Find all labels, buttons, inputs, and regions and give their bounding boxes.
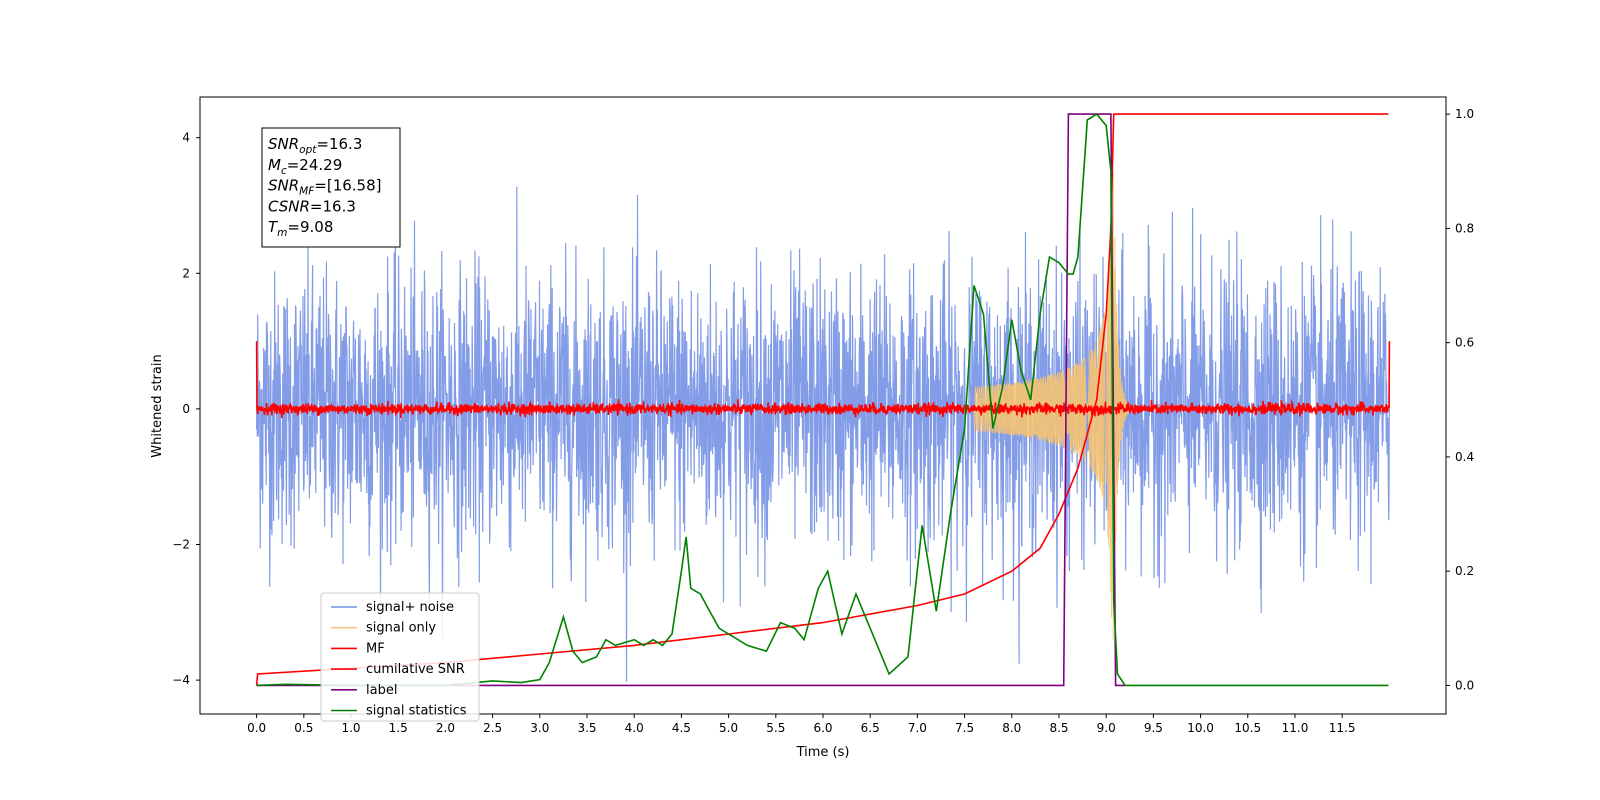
y-tick-label: −4 <box>172 673 190 687</box>
series-mf <box>255 341 1391 419</box>
annotation-line: Tm=9.08 <box>268 218 333 239</box>
x-axis-label: Time (s) <box>796 745 850 760</box>
x-tick-label: 9.0 <box>1097 721 1116 735</box>
x-axis: 0.0 0.5 1.0 1.5 2.0 2.5 3.0 3.5 4.0 4.5 5.0 5.5 6.0 6… <box>247 714 1356 735</box>
annotation-line: SNRopt=16.3 <box>268 135 362 156</box>
series-label <box>256 113 1126 687</box>
x-tick-label: 4.5 <box>672 721 691 735</box>
x-tick-label: 1.0 <box>341 721 360 735</box>
x-tick-label: 8.5 <box>1049 721 1068 735</box>
y-tick-label: 2 <box>182 266 190 280</box>
stats-annotation-box: SNRopt=16.3Mc=24.29SNRMF=[16.58]CSNR=16.… <box>261 127 401 248</box>
x-tick-label: 7.5 <box>955 721 974 735</box>
annotation-line: Mc=24.29 <box>268 156 342 177</box>
y2-tick-label: 0.8 <box>1455 221 1474 235</box>
x-tick-label: 2.5 <box>483 721 502 735</box>
x-tick-label: 0.0 <box>247 721 266 735</box>
y-tick-label: −2 <box>172 537 190 551</box>
y2-tick-label: 0.4 <box>1455 450 1474 464</box>
x-tick-label: 3.5 <box>577 721 596 735</box>
y-axis-left: −4 −2 0 2 4 <box>172 131 200 687</box>
y2-tick-label: 0.0 <box>1455 678 1474 692</box>
series-signal-statistics <box>256 113 1389 687</box>
legend-label-signal-only: signal only <box>366 621 436 636</box>
y-axis-label: Whitened strain <box>150 354 165 457</box>
x-tick-label: 5.5 <box>766 721 785 735</box>
y-axis-right: 0.0 0.2 0.4 0.6 0.8 1.0 <box>1446 107 1474 692</box>
x-tick-label: 11.5 <box>1329 721 1356 735</box>
legend-label-mf: MF <box>366 641 385 656</box>
annotation-line: SNRMF=[16.58] <box>268 177 382 198</box>
y2-tick-label: 1.0 <box>1455 107 1474 121</box>
x-tick-label: 1.5 <box>389 721 408 735</box>
x-tick-label: 6.0 <box>813 721 832 735</box>
legend-label-signal-statistics: signal statistics <box>366 704 467 719</box>
x-tick-label: 7.0 <box>908 721 927 735</box>
x-tick-label: 10.0 <box>1187 721 1214 735</box>
legend: signal+ noise signal only MF cumilative SNR… <box>320 592 480 722</box>
y-tick-label: 4 <box>182 131 190 145</box>
annotation-line: CSNR=16.3 <box>268 197 356 215</box>
series-signal-noise <box>256 186 1390 682</box>
annotation-frame <box>261 127 401 248</box>
legend-label-signal-noise: signal+ noise <box>366 600 454 615</box>
x-tick-label: 8.0 <box>1002 721 1021 735</box>
x-tick-label: 3.0 <box>530 721 549 735</box>
y-tick-label: 0 <box>182 402 190 416</box>
x-tick-label: 4.0 <box>625 721 644 735</box>
x-tick-label: 11.0 <box>1282 721 1309 735</box>
legend-label-cumilative-snr: cumilative SNR <box>366 662 465 677</box>
x-tick-label: 6.5 <box>861 721 880 735</box>
x-tick-label: 9.5 <box>1144 721 1163 735</box>
x-tick-label: 10.5 <box>1234 721 1261 735</box>
legend-frame <box>320 592 480 722</box>
x-tick-label: 5.0 <box>719 721 738 735</box>
y2-tick-label: 0.6 <box>1455 336 1474 350</box>
x-tick-label: 2.0 <box>436 721 455 735</box>
legend-label-label: label <box>366 683 397 698</box>
x-tick-label: 0.5 <box>294 721 313 735</box>
y2-tick-label: 0.2 <box>1455 564 1474 578</box>
